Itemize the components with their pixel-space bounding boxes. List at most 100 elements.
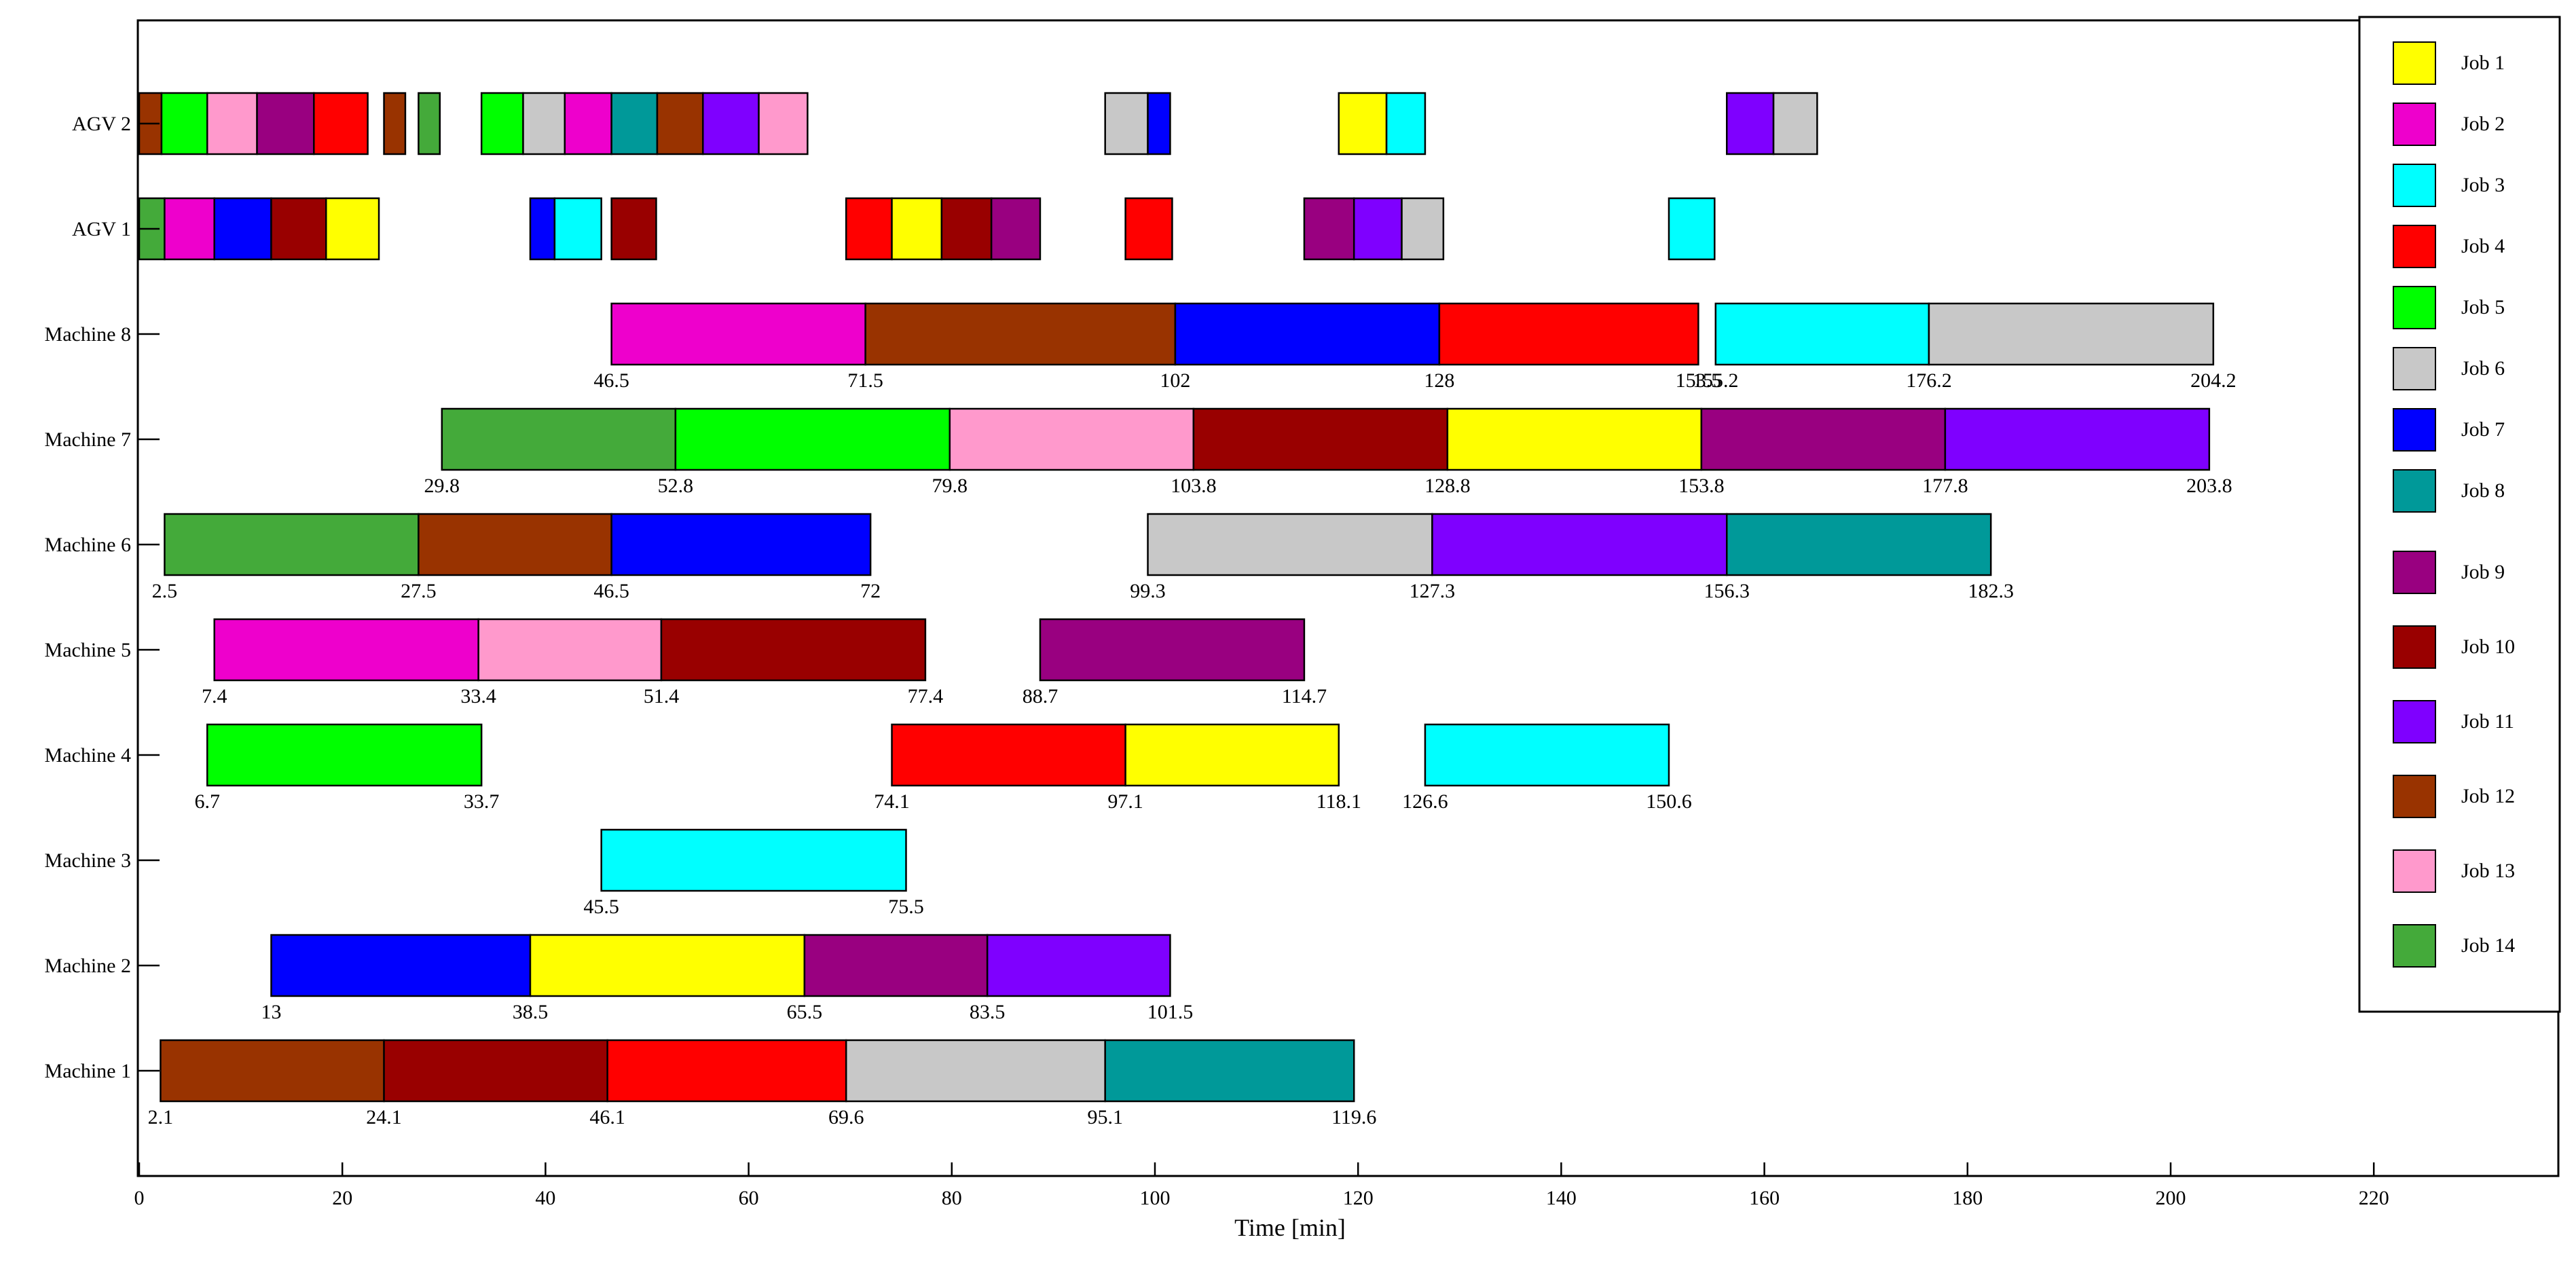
bar-machine-7-5 [1446,407,1703,471]
legend-label-job-5: Job 5 [2461,296,2505,318]
time-label-machine-3-2: 75.5 [888,896,924,918]
time-label-machine-7-5: 128.8 [1424,475,1471,497]
time-label-machine-7-8: 203.8 [2186,475,2232,497]
x-tick-label-20: 20 [332,1187,352,1209]
legend-label-job-14: Job 14 [2461,934,2515,957]
legend-label-job-11: Job 11 [2461,710,2514,733]
bar-agv-1-4 [270,197,327,261]
bar-agv-2-5 [313,92,369,155]
time-label-machine-4-2: 33.7 [464,790,500,813]
bar-machine-8-3 [1174,302,1441,366]
bar-machine-6-4 [1147,513,1433,576]
row-label-machine-8: Machine 8 [45,323,131,346]
time-label-machine-4-6: 126.6 [1402,790,1448,813]
bar-agv-1-12 [990,197,1042,261]
x-tick-label-140: 140 [1546,1187,1577,1209]
bar-agv-1-14 [1303,197,1355,261]
time-label-machine-5-3: 51.4 [644,685,680,707]
bar-machine-4-2 [891,723,1126,787]
bar-machine-2-3 [803,934,989,997]
time-label-machine-8-1: 46.5 [593,369,629,392]
bar-machine-6-6 [1725,513,1992,576]
time-label-machine-5-5: 88.7 [1023,685,1059,707]
time-label-machine-4-1: 6.7 [194,790,220,813]
time-label-machine-8-3: 102 [1160,369,1190,392]
time-label-machine-6-8: 182.3 [1968,580,2014,602]
bar-machine-1-2 [383,1039,608,1103]
x-axis: 0 20 40 60 80 100 120 140 160 180 200 220 [134,1162,2389,1209]
time-label-machine-5-6: 114.7 [1282,685,1327,707]
x-tick-label-160: 160 [1749,1187,1780,1209]
x-tick-label-100: 100 [1140,1187,1171,1209]
time-label-machine-3-1: 45.5 [583,896,619,918]
bar-machine-7-2 [674,407,951,471]
time-label-machine-6-5: 99.3 [1130,580,1166,602]
legend-label-job-8: Job 8 [2461,479,2505,502]
bar-machine-6-2 [418,513,612,576]
legend-swatch-job-6 [2393,347,2436,390]
legend-label-job-3: Job 3 [2461,174,2505,196]
bar-agv-1-15 [1353,197,1403,261]
legend-swatch-job-11 [2393,700,2436,743]
time-label-machine-2-1: 13 [261,1001,281,1023]
time-label-machine-6-6: 127.3 [1410,580,1456,602]
bar-agv-2-17 [1338,92,1388,155]
legend-swatch-job-8 [2393,469,2436,513]
legend-label-job-6: Job 6 [2461,357,2505,380]
legend-label-job-2: Job 2 [2461,113,2505,135]
time-label-machine-6-1: 2.5 [152,580,178,602]
plot-frame [136,19,2560,1177]
bar-machine-6-1 [164,513,420,576]
bar-machine-7-4 [1192,407,1449,471]
row-label-machine-4: Machine 4 [45,744,131,767]
bar-agv-1-2 [164,197,215,261]
row-label-machine-2: Machine 2 [45,955,131,977]
legend-label-job-13: Job 13 [2461,860,2515,882]
time-label-machine-6-4: 72 [860,580,881,602]
bar-machine-8-1 [610,302,866,366]
bar-agv-2-2 [160,92,208,155]
legend-label-job-10: Job 10 [2461,636,2515,658]
bar-agv-1-10 [891,197,943,261]
bar-agv-2-19 [1725,92,1775,155]
time-label-machine-2-2: 38.5 [513,1001,549,1023]
time-label-machine-1-5: 95.1 [1087,1106,1123,1128]
time-label-machine-7-1: 29.8 [424,475,460,497]
bar-agv-1-6 [529,197,556,261]
time-label-machine-1-1: 2.1 [148,1106,174,1128]
legend-label-job-12: Job 12 [2461,785,2515,807]
bar-agv-2-20 [1772,92,1818,155]
time-label-machine-7-6: 153.8 [1678,475,1725,497]
x-tick-label-120: 120 [1343,1187,1374,1209]
time-label-machine-2-5: 101.5 [1147,1001,1194,1023]
bar-agv-2-14 [758,92,809,155]
time-label-machine-4-7: 150.6 [1646,790,1692,813]
bar-agv-1-11 [940,197,993,261]
bar-agv-1-8 [610,197,657,261]
task-bars [138,92,2215,1103]
row-label-machine-7: Machine 7 [45,428,131,451]
row-label-agv-1: AGV 1 [72,218,131,240]
row-label-machine-5: Machine 5 [45,639,131,661]
legend-label-job-1: Job 1 [2461,52,2505,74]
x-tick-label-40: 40 [535,1187,555,1209]
time-label-machine-7-4: 103.8 [1171,475,1217,497]
bar-machine-4-4 [1424,723,1670,787]
bar-machine-7-7 [1944,407,2211,471]
time-label-machine-1-6: 119.6 [1331,1106,1376,1128]
bar-agv-2-8 [480,92,524,155]
bar-machine-5-4 [1039,618,1306,682]
legend: Job 1 Job 2 Job 3 Job 4 Job 5 Job 6 Job 7 Job 8… [2358,16,2561,1013]
bar-machine-4-3 [1124,723,1340,787]
bar-machine-8-2 [864,302,1177,366]
bar-agv-1-17 [1668,197,1716,261]
bar-agv-1-9 [845,197,893,261]
time-label-machine-4-4: 97.1 [1107,790,1143,813]
bar-agv-1-16 [1401,197,1445,261]
bar-machine-4-1 [206,723,483,787]
bar-agv-2-15 [1104,92,1149,155]
bar-machine-2-2 [529,934,806,997]
bar-agv-1-13 [1124,197,1173,261]
x-tick-label-60: 60 [739,1187,759,1209]
